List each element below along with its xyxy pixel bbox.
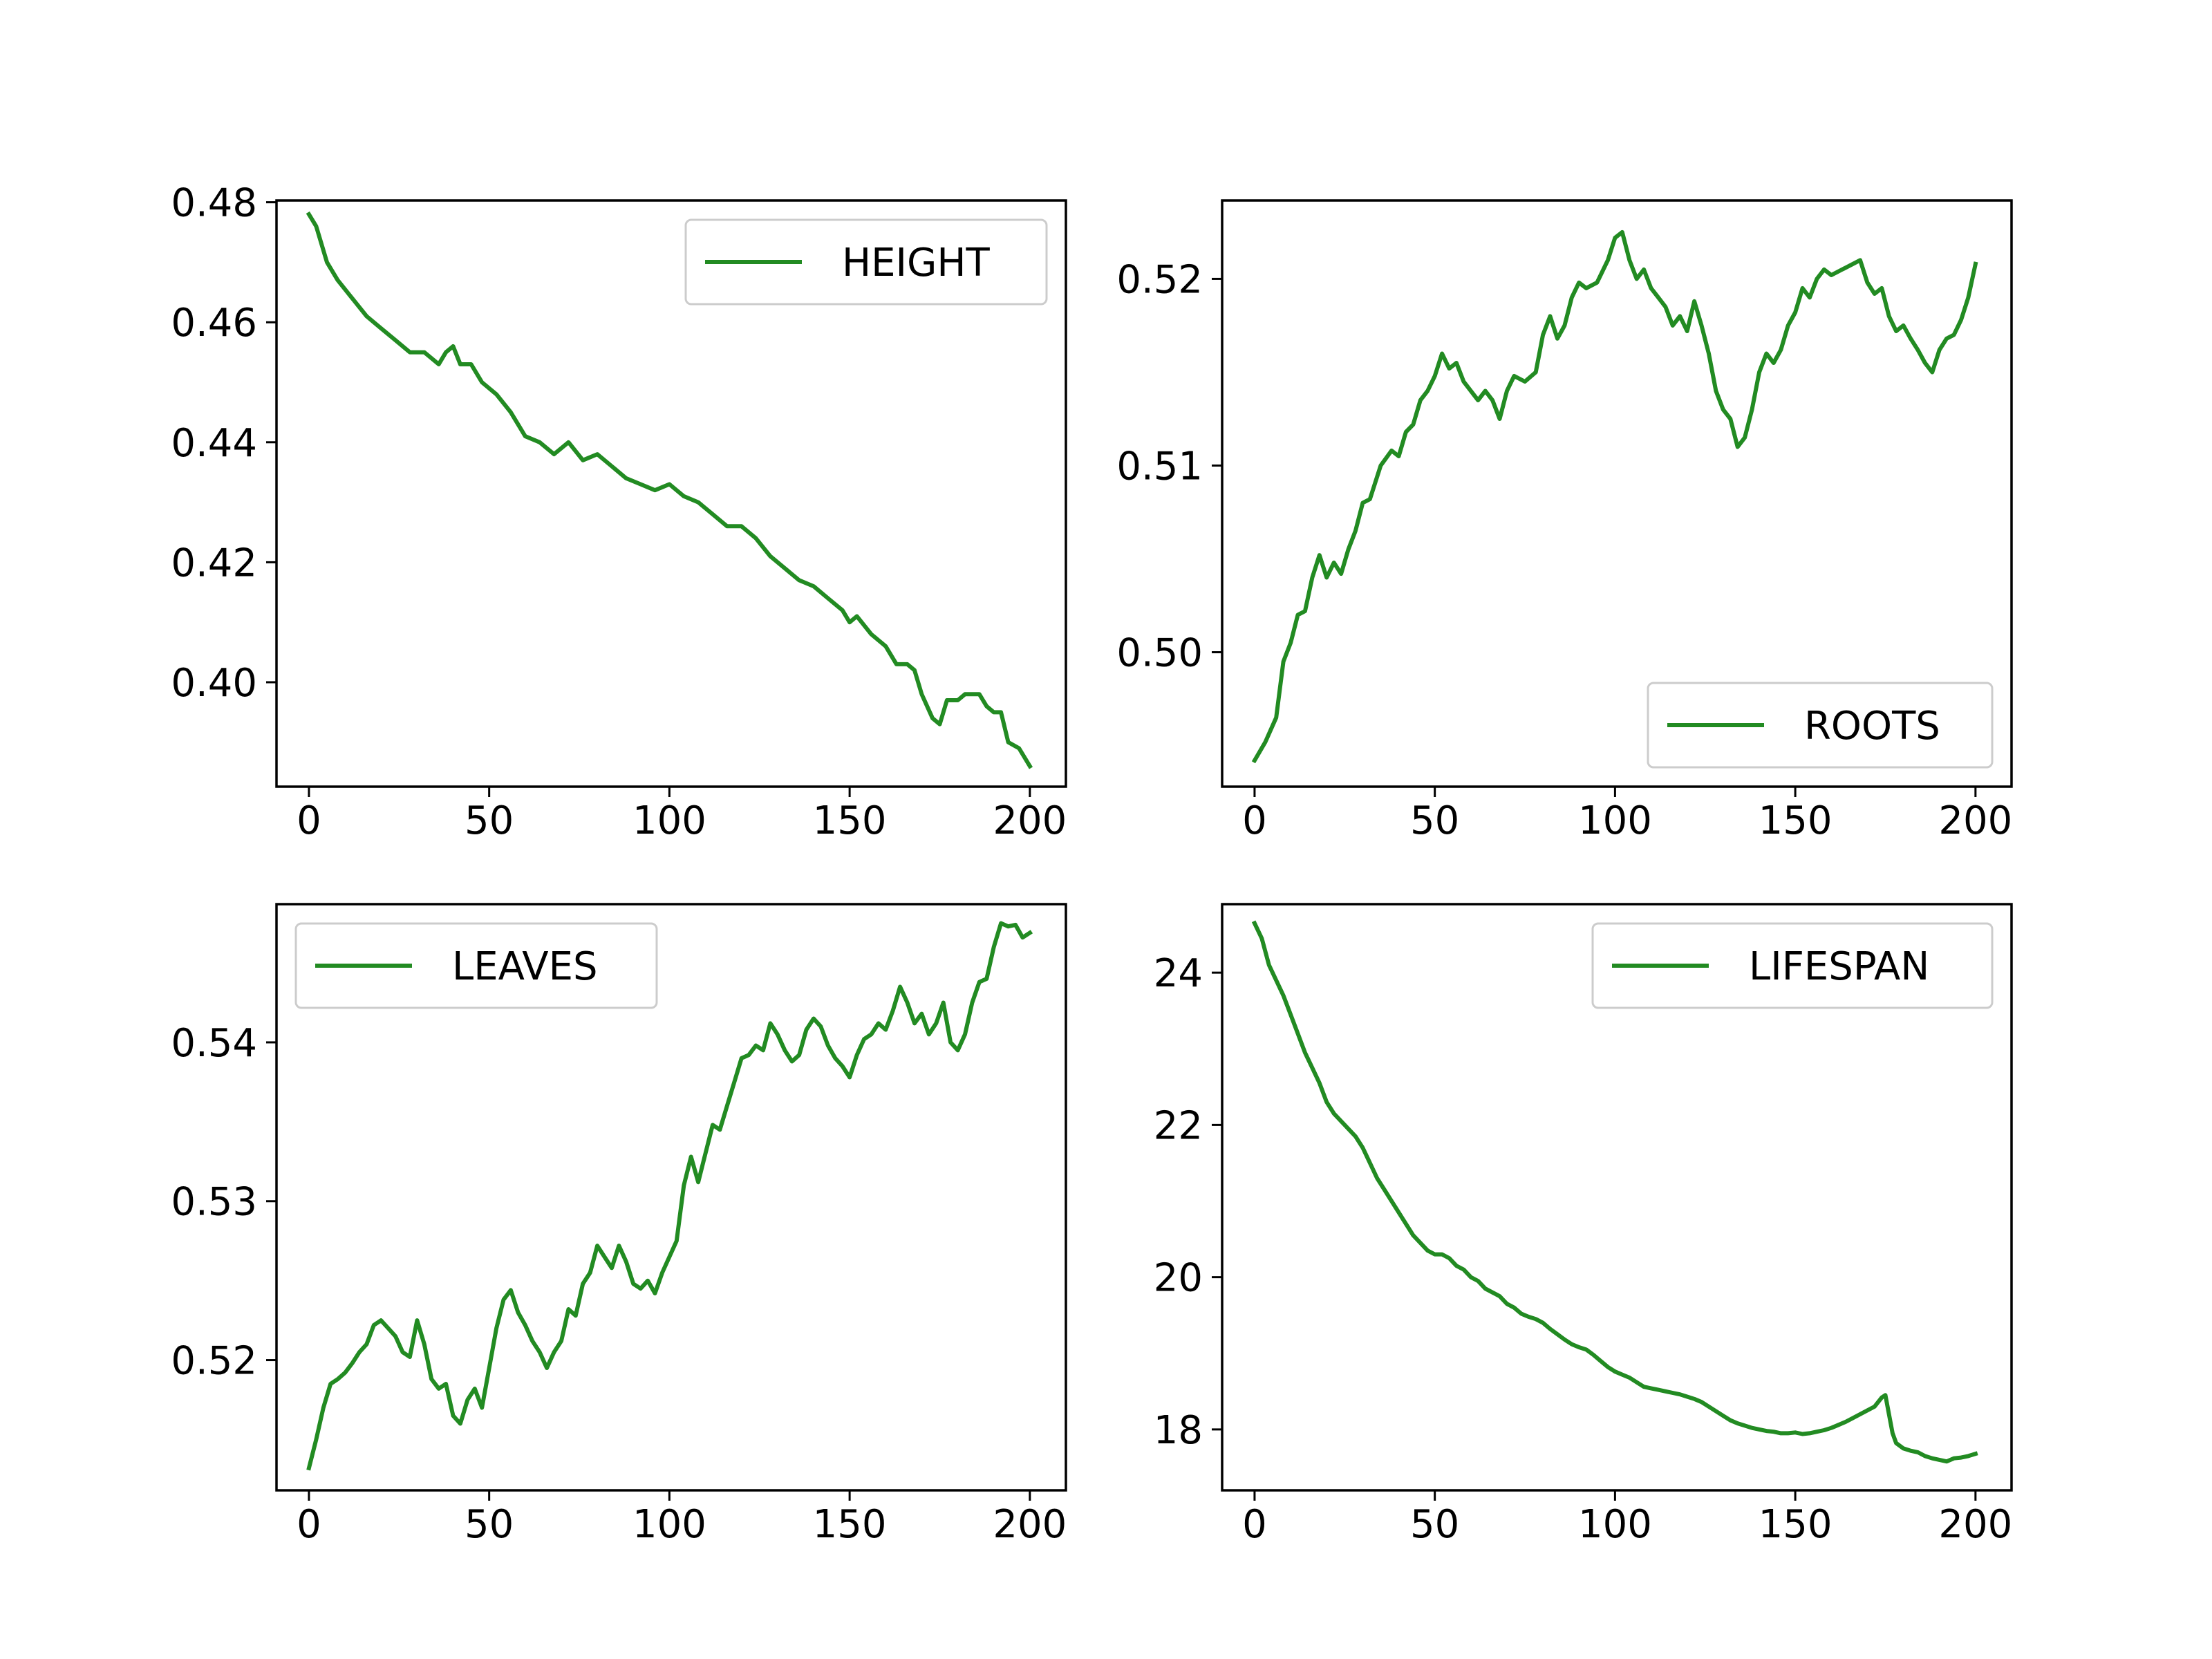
y-tick-label: 0.50 — [1116, 631, 1203, 676]
y-tick-label: 0.53 — [171, 1180, 257, 1225]
legend: HEIGHT — [684, 218, 1048, 306]
y-tick-label: 0.52 — [1116, 257, 1203, 302]
x-tick-label: 100 — [632, 798, 706, 843]
y-tick-label: 0.52 — [171, 1339, 257, 1384]
y-tick-label: 0.42 — [171, 541, 257, 585]
x-tick-label: 200 — [1938, 1502, 2012, 1547]
subplot-1: 0 50 100 150 200 0.40 0.42 0.44 0.46 0.48 HEIGHT — [171, 181, 1067, 843]
y-tick-label: 0.44 — [171, 421, 257, 466]
series-line-lifespan — [1251, 920, 1978, 1464]
legend-label: LEAVES — [452, 944, 598, 989]
axes-frame — [1221, 199, 2013, 788]
subplot-4: 0 50 100 150 200 18 20 22 24 LIFESPAN — [1154, 903, 2013, 1547]
x-tick-label: 200 — [993, 798, 1067, 843]
subplot-3: 0 50 100 150 200 0.52 0.53 0.54 LEAVES — [171, 903, 1067, 1547]
y-tick-label: 0.51 — [1116, 444, 1203, 489]
y-tick-label: 0.48 — [171, 181, 257, 226]
y-tick-label: 0.54 — [171, 1021, 257, 1066]
legend: ROOTS — [1647, 682, 1994, 769]
x-tick-label: 0 — [297, 1502, 321, 1547]
x-tick-label: 0 — [297, 798, 321, 843]
x-tick-label: 150 — [1759, 798, 1833, 843]
axes-frame — [1221, 903, 2013, 1492]
x-tick-label: 200 — [1938, 798, 2012, 843]
legend-box — [1591, 922, 1994, 1009]
x-tick-label: 50 — [1410, 798, 1459, 843]
axes-frame — [275, 199, 1067, 788]
x-tick-label: 0 — [1242, 1502, 1267, 1547]
series-line-roots — [1251, 229, 1978, 764]
x-tick-label: 150 — [1759, 1502, 1833, 1547]
y-tick-label: 0.46 — [171, 301, 257, 346]
x-tick-label: 100 — [1578, 798, 1652, 843]
legend-label: ROOTS — [1804, 704, 1940, 749]
series-line-height — [306, 211, 1033, 769]
x-tick-label: 100 — [632, 1502, 706, 1547]
x-tick-label: 0 — [1242, 798, 1267, 843]
y-tick-label: 18 — [1154, 1408, 1203, 1453]
x-tick-label: 150 — [813, 798, 887, 843]
y-tick-label: 20 — [1154, 1256, 1203, 1301]
legend: LEAVES — [294, 922, 658, 1009]
x-tick-label: 200 — [993, 1502, 1067, 1547]
legend-label: LIFESPAN — [1749, 944, 1929, 989]
legend-box — [1647, 682, 1994, 769]
x-tick-label: 50 — [1410, 1502, 1459, 1547]
subplot-2: 0 50 100 150 200 0.50 0.51 0.52 ROOTS — [1116, 199, 2013, 843]
y-tick-label: 24 — [1154, 951, 1203, 996]
x-tick-label: 50 — [465, 1502, 514, 1547]
x-tick-label: 100 — [1578, 1502, 1652, 1547]
legend-box — [294, 922, 658, 1009]
legend-label: HEIGHT — [842, 241, 991, 285]
y-tick-label: 0.40 — [171, 661, 257, 706]
legend-box — [684, 218, 1048, 306]
y-tick-label: 22 — [1154, 1103, 1203, 1148]
series-line-leaves — [306, 921, 1033, 1471]
x-tick-label: 50 — [465, 798, 514, 843]
x-tick-label: 150 — [813, 1502, 887, 1547]
legend: LIFESPAN — [1591, 922, 1994, 1009]
axes-frame — [275, 903, 1067, 1492]
